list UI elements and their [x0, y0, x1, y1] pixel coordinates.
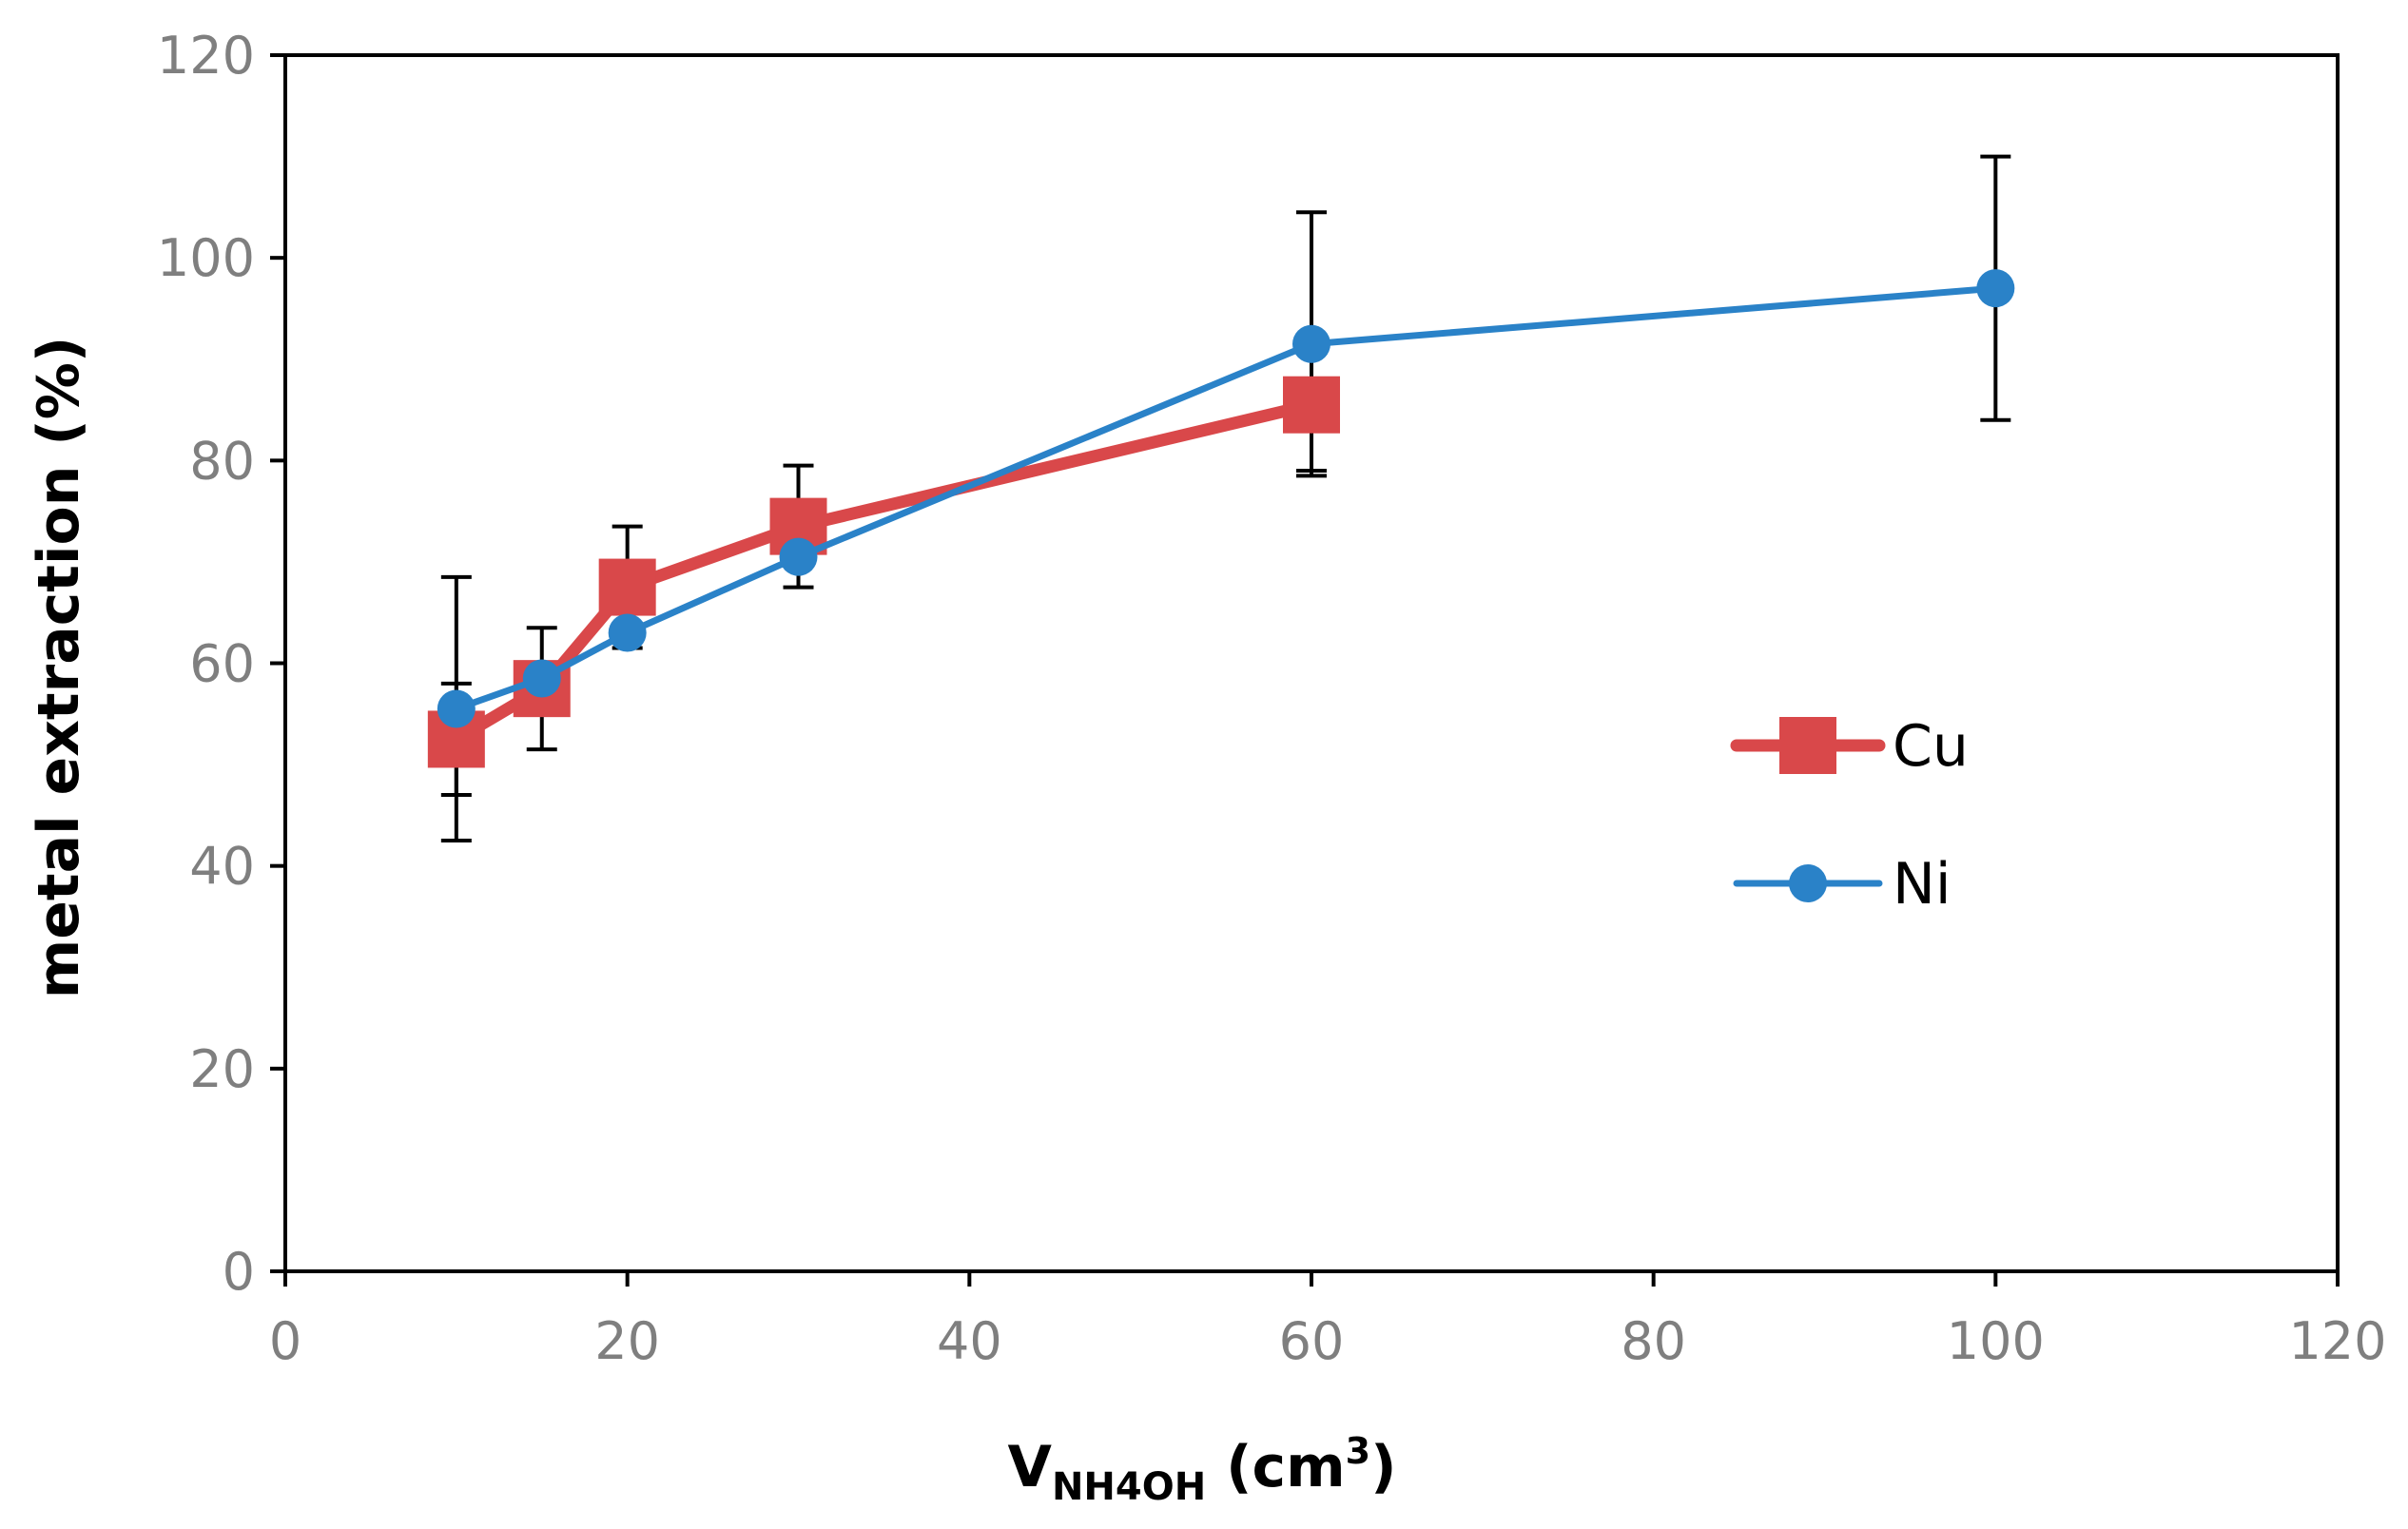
y-tick-label: 100	[157, 228, 255, 288]
x-axis-title-main: V	[1008, 1434, 1053, 1500]
x-axis-title-unit-close: )	[1370, 1434, 1396, 1500]
legend: Cu Ni	[1730, 713, 1969, 918]
data-point-ni	[1976, 269, 2015, 308]
error-bars	[440, 154, 2011, 843]
x-tick-label: 120	[2288, 1311, 2386, 1371]
x-tick-label: 40	[937, 1311, 1002, 1371]
series-line-ni	[453, 284, 1999, 712]
axis-ticks: 0 20 40 60 80 100 120 0 20 40 60 80 100 120	[157, 26, 2387, 1371]
x-axis-title-unit: (cm	[1206, 1434, 1345, 1500]
x-axis-title-subscript: NH4OH	[1052, 1465, 1206, 1509]
y-tick-label: 120	[157, 26, 255, 86]
y-tick-label: 0	[223, 1242, 255, 1302]
y-tick-label: 40	[189, 837, 255, 897]
x-tick-label: 0	[269, 1311, 301, 1371]
y-tick-label: 60	[189, 634, 255, 694]
data-point-ni	[1292, 324, 1330, 363]
y-axis-title: metal extraction (%)	[26, 337, 92, 999]
x-tick-label: 100	[1947, 1311, 2045, 1371]
x-tick-label: 80	[1621, 1311, 1686, 1371]
x-axis-title: VNH4OH (cm3)	[1008, 1430, 1397, 1509]
x-tick-label: 20	[594, 1311, 660, 1371]
series-line-cu	[450, 398, 1318, 745]
y-tick-label: 20	[189, 1039, 255, 1099]
legend-label-ni: Ni	[1893, 851, 1952, 918]
data-point-cu	[1283, 376, 1340, 434]
x-tick-label: 60	[1279, 1311, 1345, 1371]
legend-label-cu: Cu	[1893, 713, 1969, 780]
legend-marker-cu	[1779, 717, 1836, 774]
data-series	[427, 269, 2015, 768]
y-tick-label: 80	[189, 431, 255, 491]
data-point-ni	[608, 613, 647, 652]
data-point-cu	[598, 558, 656, 616]
data-point-ni	[779, 537, 818, 576]
x-axis-title-superscript: 3	[1346, 1430, 1370, 1472]
data-point-ni	[437, 689, 476, 728]
legend-marker-ni	[1789, 864, 1827, 902]
data-point-ni	[522, 659, 561, 698]
